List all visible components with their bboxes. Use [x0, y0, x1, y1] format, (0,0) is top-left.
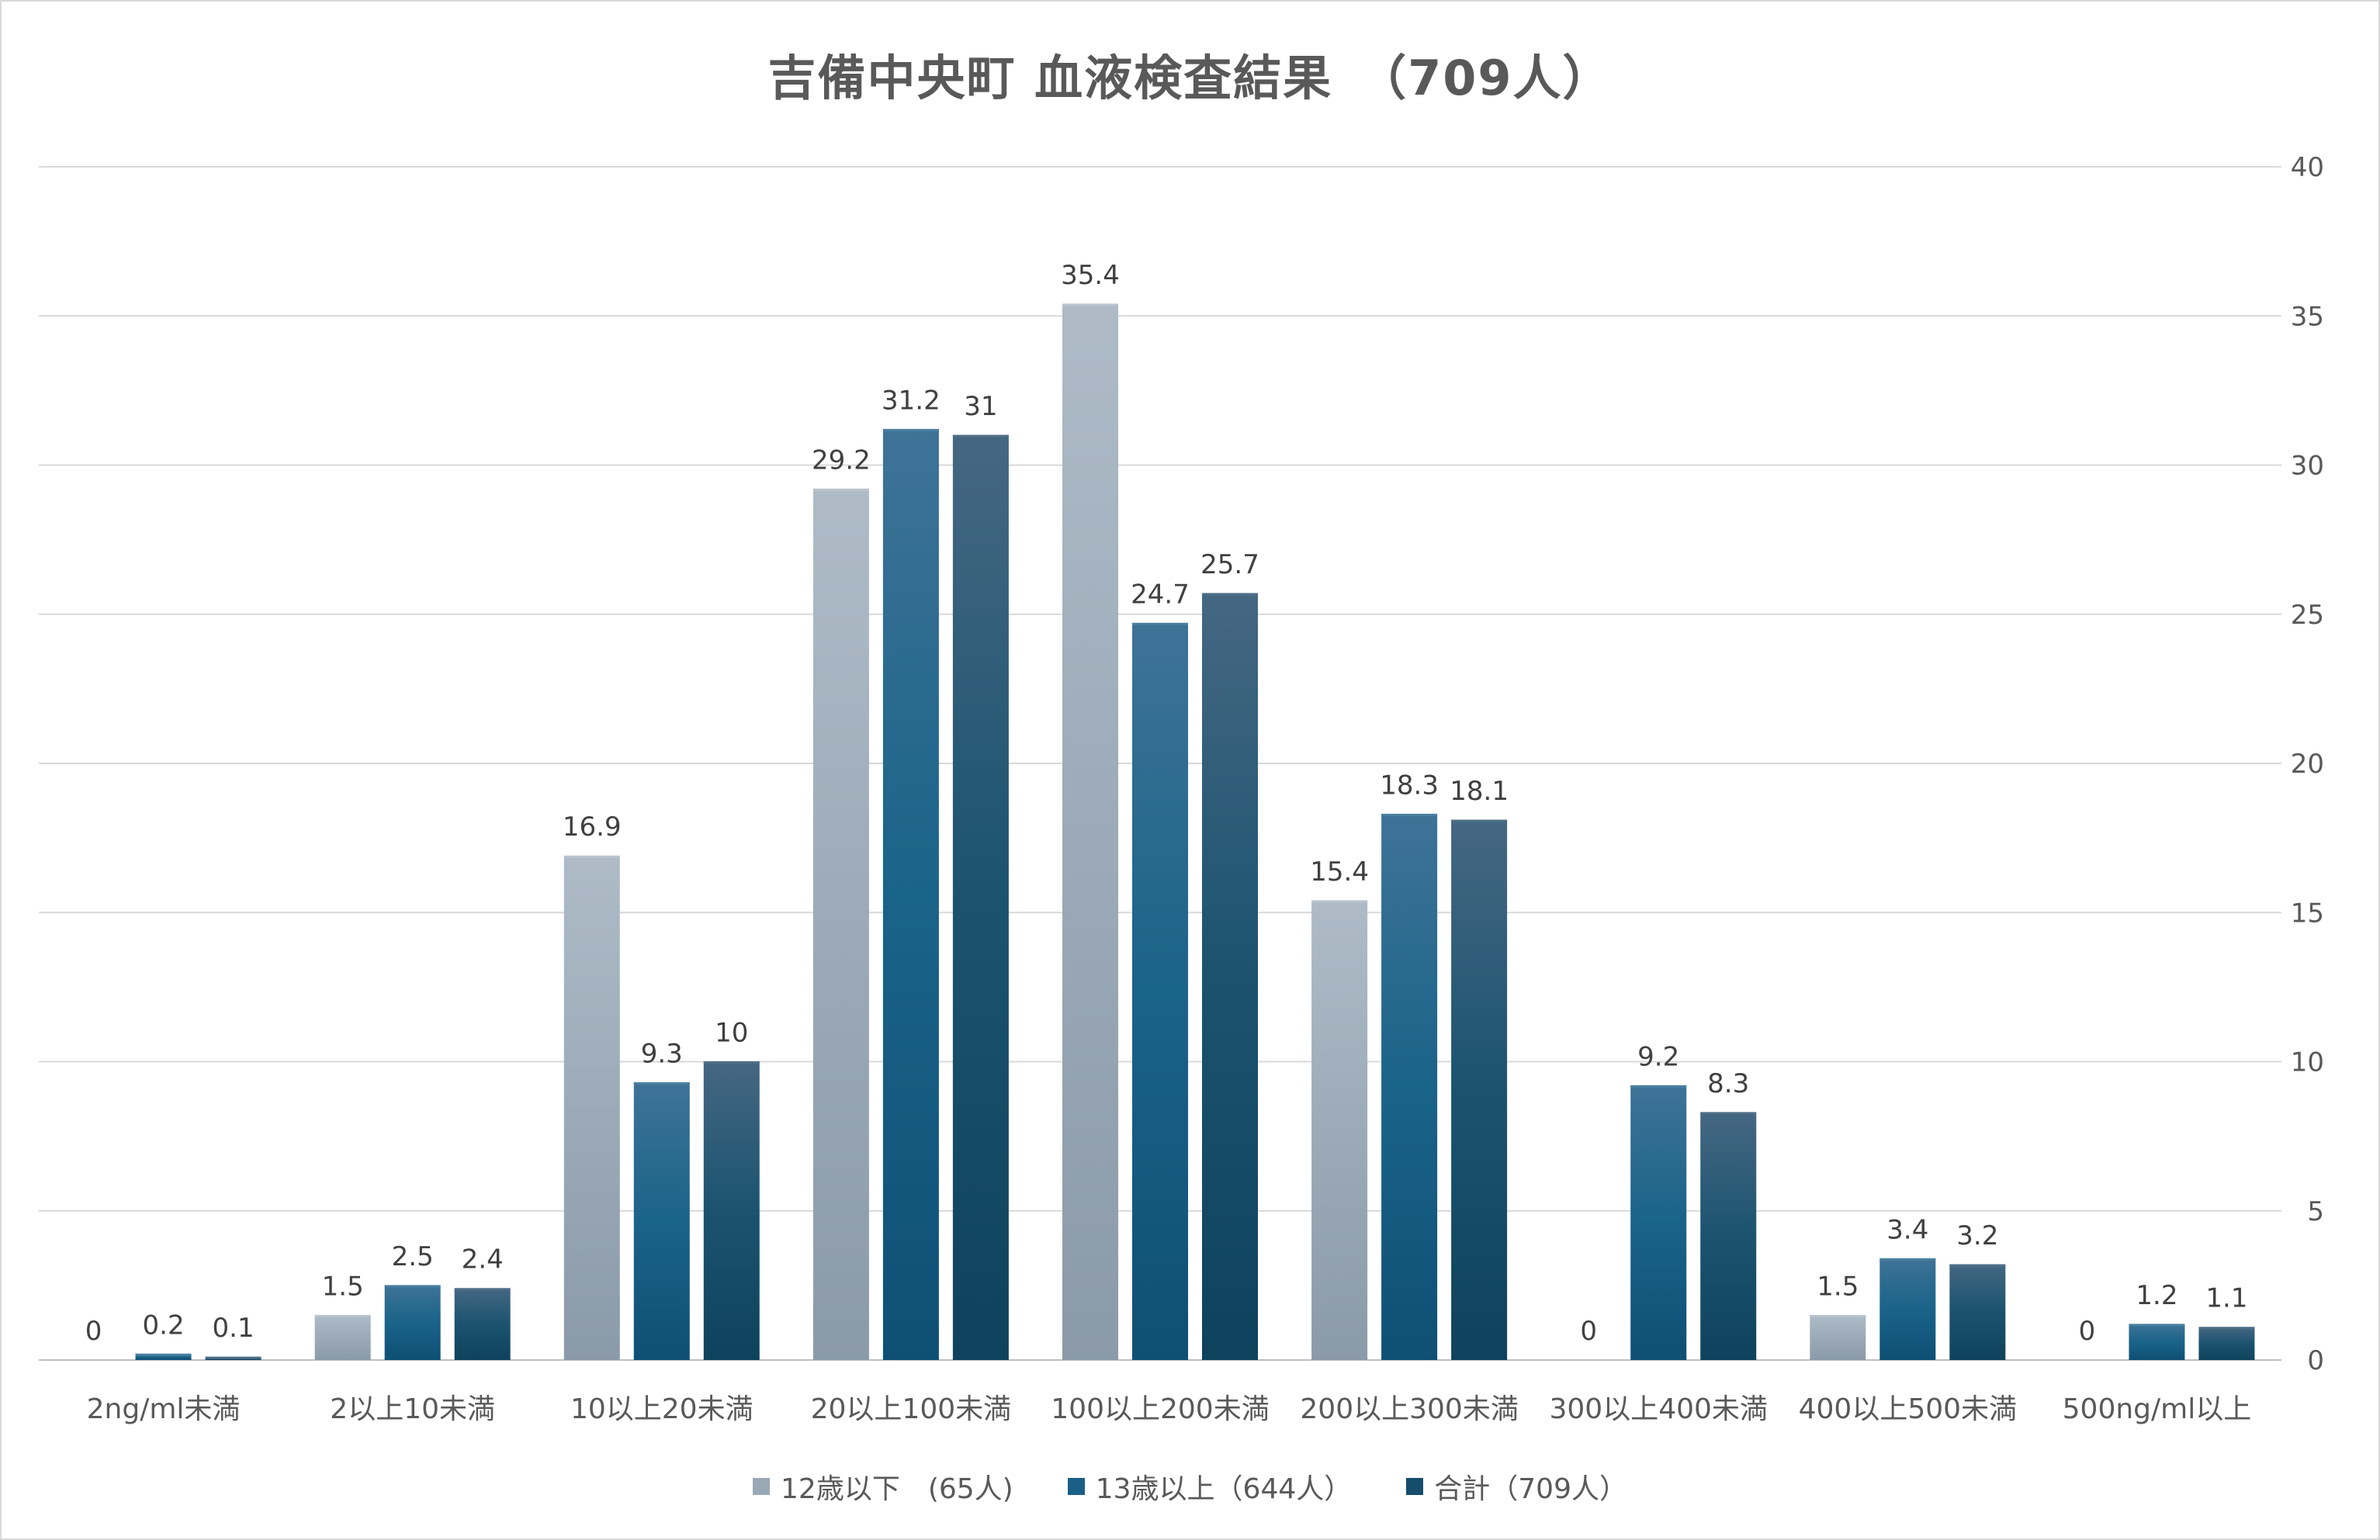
- data-label: 24.7: [1131, 579, 1190, 610]
- bar-series-3: [952, 435, 1009, 1360]
- bar-series-2: [882, 429, 939, 1360]
- data-label: 15.4: [1310, 857, 1369, 888]
- legend-swatch-series-2: [1067, 1478, 1085, 1495]
- bar-series-1: [1311, 900, 1368, 1360]
- data-label: 1.1: [2205, 1283, 2247, 1314]
- category-label: 10以上20未満: [570, 1393, 753, 1425]
- data-label: 1.2: [2136, 1280, 2177, 1311]
- category-label: 2ng/ml未満: [87, 1393, 241, 1425]
- data-label: 2.4: [462, 1244, 504, 1275]
- data-label: 25.7: [1200, 549, 1259, 580]
- data-label: 0: [1580, 1316, 1597, 1347]
- data-label: 3.2: [1956, 1220, 1998, 1251]
- data-label: 3.4: [1886, 1214, 1928, 1245]
- bar-series-2: [1630, 1085, 1687, 1360]
- category-label: 400以上500未満: [1799, 1393, 2017, 1425]
- data-label: 1.5: [1817, 1271, 1859, 1302]
- data-label: 18.3: [1380, 770, 1439, 801]
- bar-series-2: [2129, 1324, 2185, 1360]
- legend-item-series-2: 13歳以上（644人）: [1067, 1466, 1353, 1507]
- category-label: 20以上100未満: [811, 1393, 1012, 1425]
- category-label: 200以上300未満: [1300, 1393, 1518, 1425]
- category-label: 2以上10未満: [330, 1393, 495, 1425]
- y-tick-label: 40: [2291, 152, 2324, 183]
- bar-series-2: [1879, 1258, 1936, 1360]
- bar-series-3: [1202, 593, 1258, 1360]
- bar-series-1: [812, 489, 869, 1360]
- bar-series-3: [1949, 1264, 2006, 1360]
- y-tick-label: 15: [2291, 898, 2324, 929]
- y-tick-label: 35: [2291, 301, 2324, 332]
- y-tick-label: 0: [2307, 1345, 2324, 1376]
- data-label: 10: [715, 1018, 748, 1049]
- data-label: 18.1: [1450, 776, 1509, 807]
- data-label: 0: [2079, 1316, 2096, 1347]
- data-label: 31: [964, 391, 997, 422]
- y-tick-label: 5: [2307, 1196, 2324, 1227]
- data-label: 35.4: [1061, 260, 1120, 291]
- bar-series-1: [1810, 1315, 1866, 1360]
- legend-swatch-series-3: [1406, 1478, 1424, 1495]
- category-label: 300以上400未満: [1550, 1393, 1768, 1425]
- data-label: 16.9: [563, 812, 622, 843]
- legend: 12歳以下 (65人) 13歳以上（644人） 合計（709人）: [0, 1466, 2380, 1507]
- data-label: 8.3: [1707, 1068, 1749, 1099]
- data-label: 9.2: [1637, 1041, 1679, 1072]
- y-tick-label: 30: [2291, 451, 2324, 482]
- data-label: 2.5: [392, 1241, 434, 1272]
- data-label: 31.2: [882, 385, 941, 416]
- y-tick-label: 20: [2291, 749, 2324, 780]
- bar-series-2: [633, 1082, 690, 1360]
- legend-item-series-3: 合計（709人）: [1406, 1466, 1627, 1507]
- legend-label-series-3: 合計（709人）: [1434, 1473, 1627, 1505]
- bar-series-2: [384, 1285, 441, 1360]
- category-label: 100以上200未満: [1051, 1393, 1269, 1425]
- bar-series-1: [314, 1315, 371, 1360]
- legend-item-series-1: 12歳以下 (65人): [753, 1466, 1013, 1507]
- bar-series-1: [563, 856, 620, 1360]
- bar-series-2: [135, 1354, 192, 1360]
- bar-series-3: [1700, 1112, 1757, 1360]
- bar-series-3: [1451, 820, 1508, 1360]
- y-tick-label: 10: [2291, 1047, 2324, 1078]
- bar-series-2: [1132, 623, 1188, 1360]
- data-label: 0: [85, 1316, 102, 1347]
- data-label: 0.2: [143, 1310, 185, 1341]
- data-label: 0.1: [213, 1313, 255, 1344]
- category-label: 500ng/ml以上: [2063, 1393, 2252, 1425]
- data-label: 1.5: [322, 1271, 364, 1302]
- bar-series-3: [703, 1061, 760, 1360]
- bar-series-3: [454, 1288, 511, 1360]
- legend-label-series-2: 13歳以上（644人）: [1095, 1473, 1353, 1505]
- legend-swatch-series-1: [753, 1478, 771, 1495]
- bar-series-1: [1062, 303, 1118, 1360]
- data-label: 9.3: [641, 1038, 683, 1069]
- bar-series-2: [1381, 814, 1438, 1360]
- data-label: 29.2: [812, 445, 871, 476]
- legend-label-series-1: 12歳以下 (65人): [781, 1473, 1013, 1505]
- chart-title: 吉備中央町 血液検査結果 （709人）: [767, 50, 1613, 106]
- y-tick-label: 25: [2291, 600, 2324, 631]
- bar-series-3: [2198, 1327, 2255, 1360]
